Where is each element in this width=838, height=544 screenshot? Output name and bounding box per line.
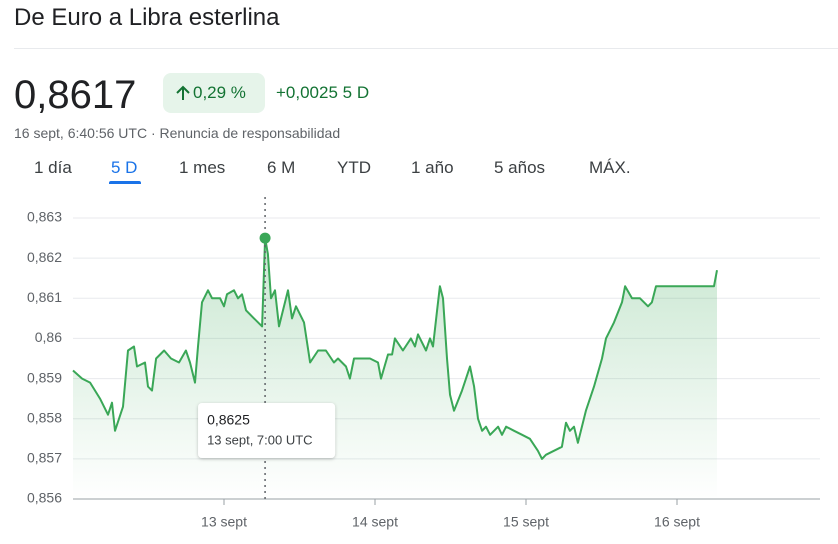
y-tick-label: 0,862 [27, 249, 62, 265]
tab-underline [109, 181, 141, 184]
y-tick-label: 0,859 [27, 369, 62, 385]
area-fill [73, 238, 718, 499]
tooltip: 0,8625 13 sept, 7:00 UTC [198, 403, 336, 458]
tab[interactable]: 1 mes [179, 158, 226, 177]
change-pct: 0,29 % [193, 83, 246, 102]
divider [14, 48, 838, 49]
disclaimer[interactable]: Renuncia de responsabilidad [159, 125, 341, 141]
timestamp: 16 sept, 6:40:56 UTC · Renuncia de respo… [14, 125, 341, 141]
tooltip-value: 0,8625 [207, 412, 250, 428]
tab[interactable]: 5 D [111, 158, 138, 177]
x-tick-label: 16 sept [654, 514, 700, 530]
change-value: +0,0025 [276, 83, 338, 102]
price: 0,8617 [14, 73, 137, 117]
tab[interactable]: 6 M [267, 158, 296, 177]
y-tick-label: 0,86 [35, 329, 62, 345]
price-line [72, 237, 718, 460]
change-badge: 0,29 % [163, 73, 265, 113]
tab[interactable]: MÁX. [589, 158, 631, 177]
x-tick-label: 13 sept [201, 514, 247, 530]
up-arrow [176, 85, 190, 100]
x-tick-label: 15 sept [503, 514, 549, 530]
hover-point [259, 232, 271, 244]
change-abs: +0,0025 5 D [276, 83, 369, 103]
tooltip-box [198, 403, 336, 458]
tab[interactable]: 5 años [494, 158, 546, 177]
tooltip-date: 13 sept, 7:00 UTC [207, 432, 312, 447]
y-tick-label: 0,856 [27, 490, 62, 506]
title: De Euro a Libra esterlina [14, 4, 280, 31]
tab[interactable]: YTD [337, 158, 371, 177]
period: 5 D [342, 83, 370, 102]
x-tick-label: 14 sept [352, 514, 398, 530]
y-tick-label: 0,858 [27, 409, 62, 425]
tab[interactable]: 1 día [34, 158, 72, 177]
time: 16 sept, 6:40:56 UTC [14, 125, 148, 141]
y-tick-label: 0,857 [27, 450, 62, 466]
y-tick-label: 0,863 [27, 209, 62, 225]
y-tick-label: 0,861 [27, 289, 62, 305]
tab[interactable]: 1 año [411, 158, 454, 177]
